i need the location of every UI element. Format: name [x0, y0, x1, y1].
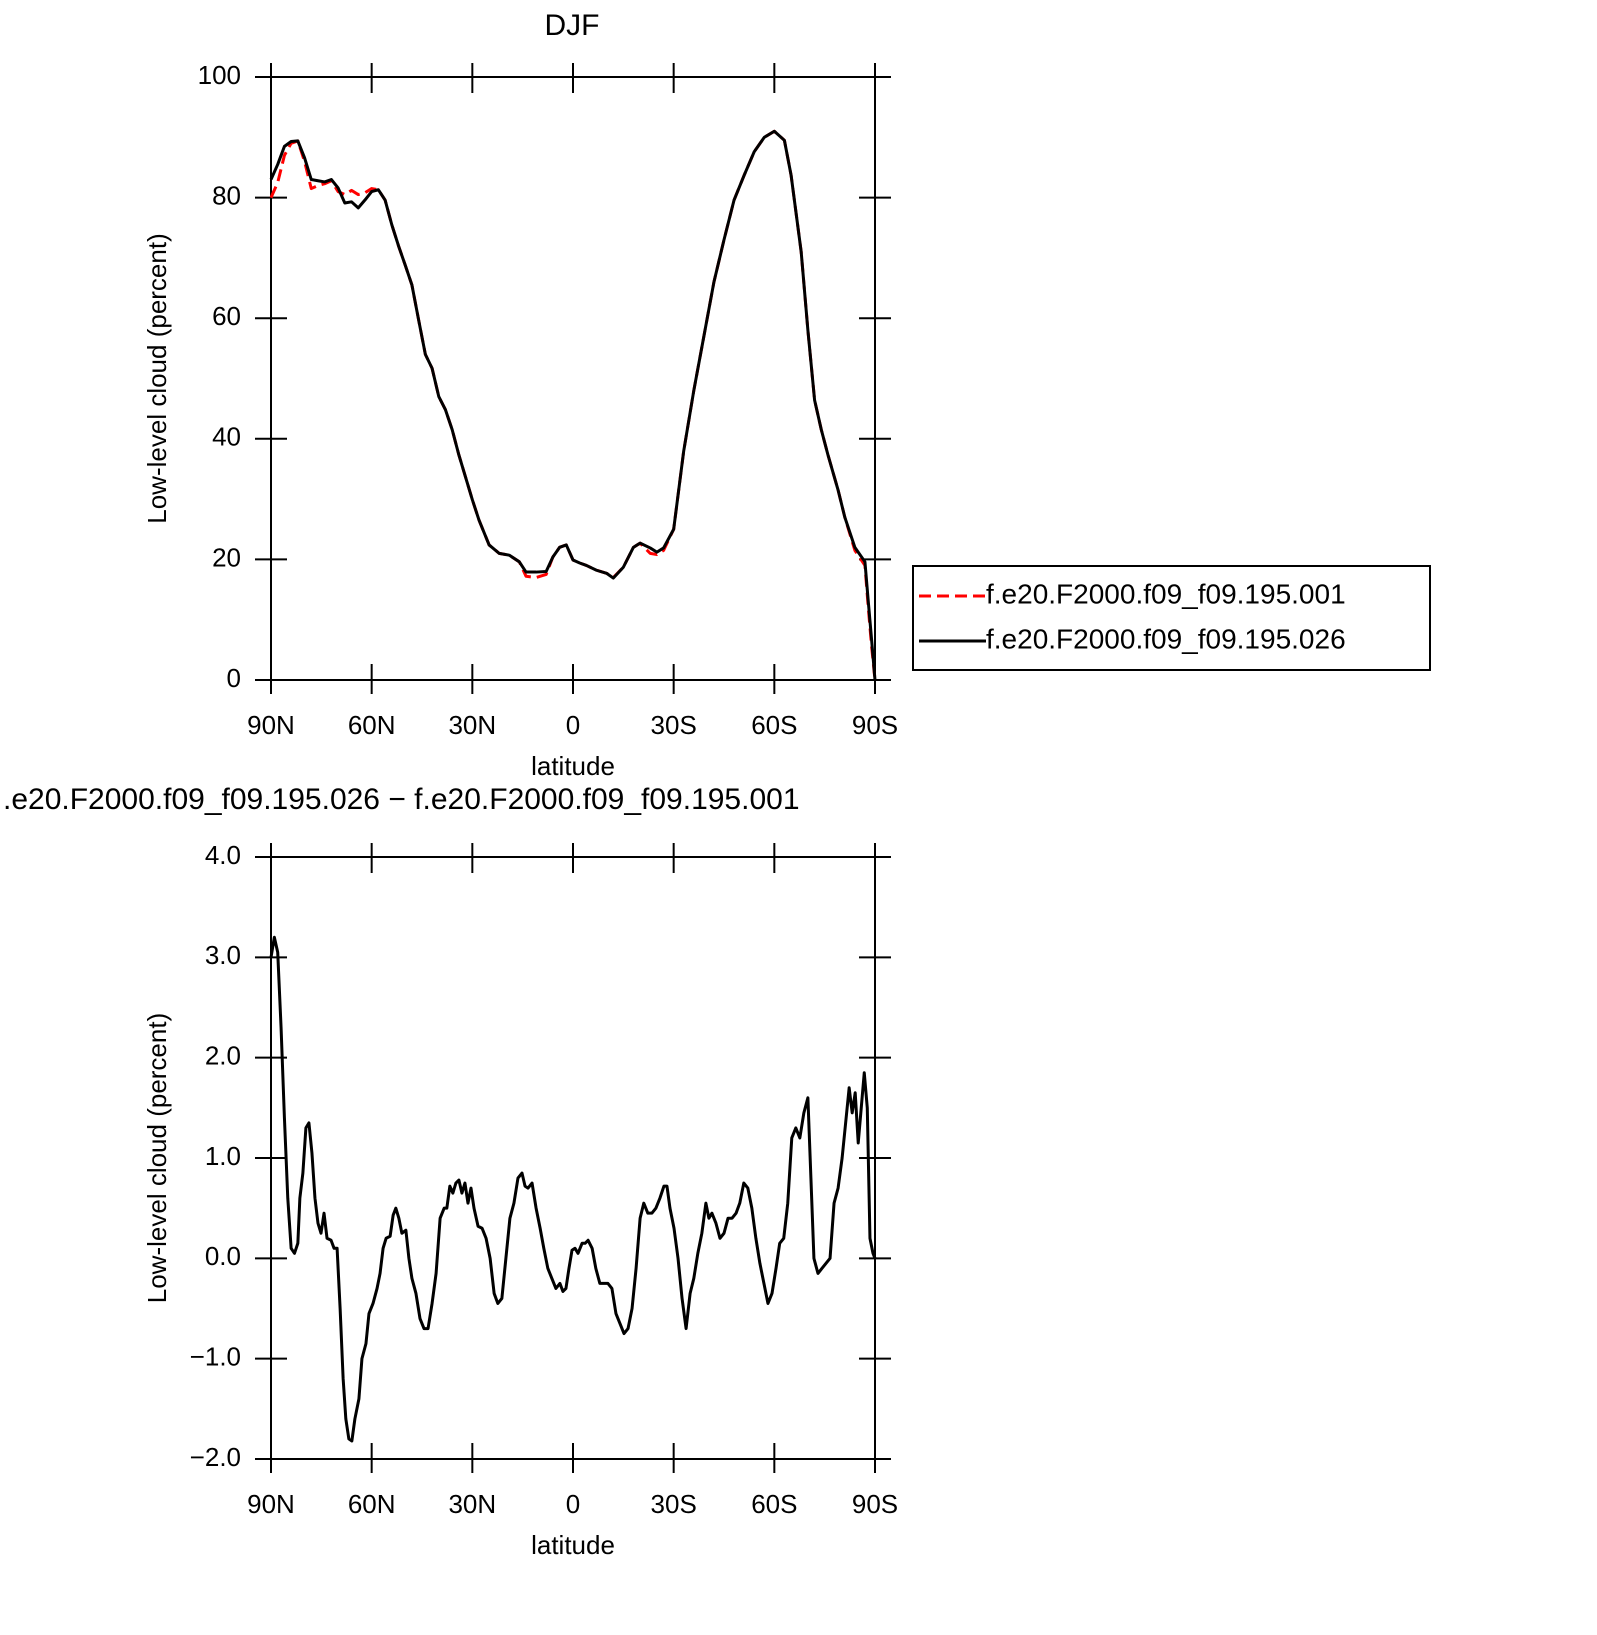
x-tick-label: 0 — [566, 1489, 580, 1519]
x-tick-label: 90N — [247, 710, 295, 740]
x-tick-label: 90S — [852, 710, 898, 740]
x-tick-label: 60S — [751, 710, 797, 740]
y-tick-label: 4.0 — [205, 840, 241, 870]
x-tick-label: 30N — [448, 710, 496, 740]
x-tick-label: 90S — [852, 1489, 898, 1519]
y-axis-label: Low-level cloud (percent) — [142, 233, 172, 523]
legend-box — [912, 565, 1431, 671]
y-tick-label: 2.0 — [205, 1041, 241, 1071]
legend-label: f.e20.F2000.f09_f09.195.026 — [986, 623, 1346, 654]
data-line — [269, 129, 877, 681]
x-tick-label: 30N — [448, 1489, 496, 1519]
y-axis-label: Low-level cloud (percent) — [142, 1013, 172, 1303]
plot-frame — [270, 76, 876, 681]
x-tick-label: 0 — [566, 710, 580, 740]
x-tick-label: 60N — [348, 1489, 396, 1519]
data-line — [269, 935, 877, 1443]
x-axis-label: latitude — [531, 751, 615, 781]
y-tick-label: −2.0 — [190, 1442, 241, 1472]
chart-title: DJF — [545, 9, 600, 42]
x-tick-label: 90N — [247, 1489, 295, 1519]
y-tick-label: 80 — [212, 180, 241, 210]
y-tick-label: −1.0 — [190, 1342, 241, 1372]
legend-label: f.e20.F2000.f09_f09.195.001 — [986, 578, 1346, 609]
x-tick-label: 60N — [348, 710, 396, 740]
y-tick-label: 20 — [212, 542, 241, 572]
y-tick-label: 3.0 — [205, 940, 241, 970]
x-axis-label: latitude — [531, 1530, 615, 1560]
x-tick-label: 30S — [651, 1489, 697, 1519]
y-tick-label: 0.0 — [205, 1241, 241, 1271]
x-tick-label: 60S — [751, 1489, 797, 1519]
chart-title: .e20.F2000.f09_f09.195.026 − f.e20.F2000… — [3, 783, 800, 816]
y-tick-label: 1.0 — [205, 1141, 241, 1171]
y-tick-label: 0 — [227, 663, 241, 693]
y-tick-label: 60 — [212, 301, 241, 331]
y-tick-label: 40 — [212, 422, 241, 452]
x-tick-label: 30S — [651, 710, 697, 740]
y-tick-label: 100 — [198, 60, 241, 90]
data-line — [269, 129, 877, 681]
